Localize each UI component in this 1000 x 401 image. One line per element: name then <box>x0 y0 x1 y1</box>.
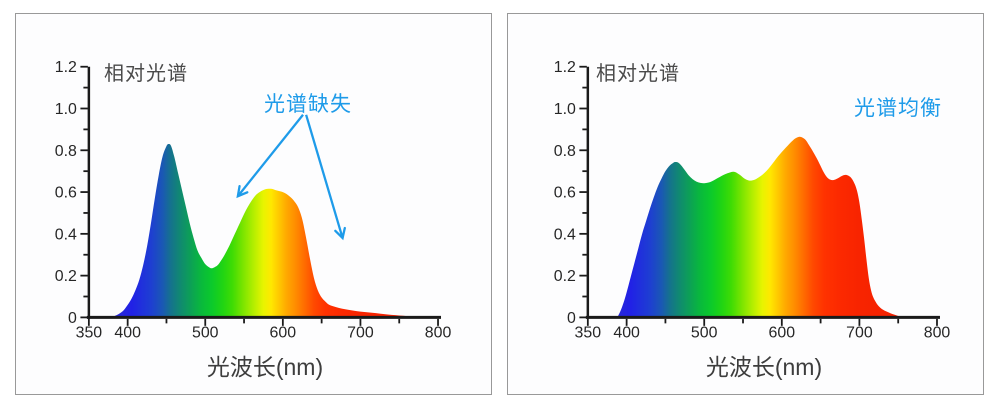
y-tick-label: 0 <box>567 310 576 327</box>
spectrum-area <box>617 136 903 318</box>
annotation-spectrum-deficiency: 光谱缺失 <box>264 93 352 116</box>
y-tick-label: 0.4 <box>55 226 77 243</box>
x-tick-label: 400 <box>114 324 141 341</box>
y-tick-label: 0.8 <box>55 143 77 160</box>
spectrum-area <box>110 144 427 318</box>
x-tick-label: 500 <box>192 324 219 341</box>
y-tick-label: 0.6 <box>554 185 576 202</box>
spectrum-chart-right: 350 400 500 600 700 800 0 0.2 0.4 0.6 0.8 1.0 1.2 <box>554 59 951 341</box>
x-tick-label: 350 <box>575 324 602 341</box>
spectrum-chart-left: 350 400 500 600 700 800 0 0.2 0.4 0.6 0.8 1.0 1.2 <box>55 59 452 341</box>
x-tick-label: 350 <box>76 324 103 341</box>
y-tick-label: 1.2 <box>554 59 576 76</box>
y-tick-label: 0.2 <box>55 268 77 285</box>
annotation-arrow <box>305 114 346 241</box>
y-tick-label: 1.0 <box>55 101 77 118</box>
x-tick-label: 600 <box>270 324 297 341</box>
chart-title: 相对光谱 <box>104 63 188 85</box>
x-tick-label: 700 <box>347 324 374 341</box>
x-axis-label: 光波长(nm) <box>206 354 324 380</box>
x-tick-label: 700 <box>846 324 873 341</box>
y-tick-label: 0.6 <box>55 185 77 202</box>
x-tick-label: 400 <box>613 324 640 341</box>
y-tick-label: 0 <box>68 310 77 327</box>
annotation-arrow <box>236 114 304 199</box>
x-tick-label: 800 <box>924 324 951 341</box>
y-tick-label: 1.2 <box>55 59 77 76</box>
x-tick-label: 500 <box>691 324 718 341</box>
chart-title: 相对光谱 <box>596 63 680 85</box>
spectrum-balanced-panel: 350 400 500 600 700 800 0 0.2 0.4 0.6 0.8 1.0 1.2 相对… <box>507 13 984 395</box>
x-tick-label: 600 <box>769 324 796 341</box>
y-tick-label: 0.2 <box>554 268 576 285</box>
y-tick-label: 1.0 <box>554 101 576 118</box>
spectrum-deficiency-panel: 350 400 500 600 700 800 0 0.2 0.4 0.6 0.8 1.0 1.2 相对… <box>15 13 492 395</box>
y-tick-label: 0.4 <box>554 226 576 243</box>
x-axis-label: 光波长(nm) <box>705 354 823 380</box>
annotation-spectrum-balanced: 光谱均衡 <box>854 97 942 120</box>
x-tick-label: 800 <box>425 324 452 341</box>
y-tick-label: 0.8 <box>554 143 576 160</box>
